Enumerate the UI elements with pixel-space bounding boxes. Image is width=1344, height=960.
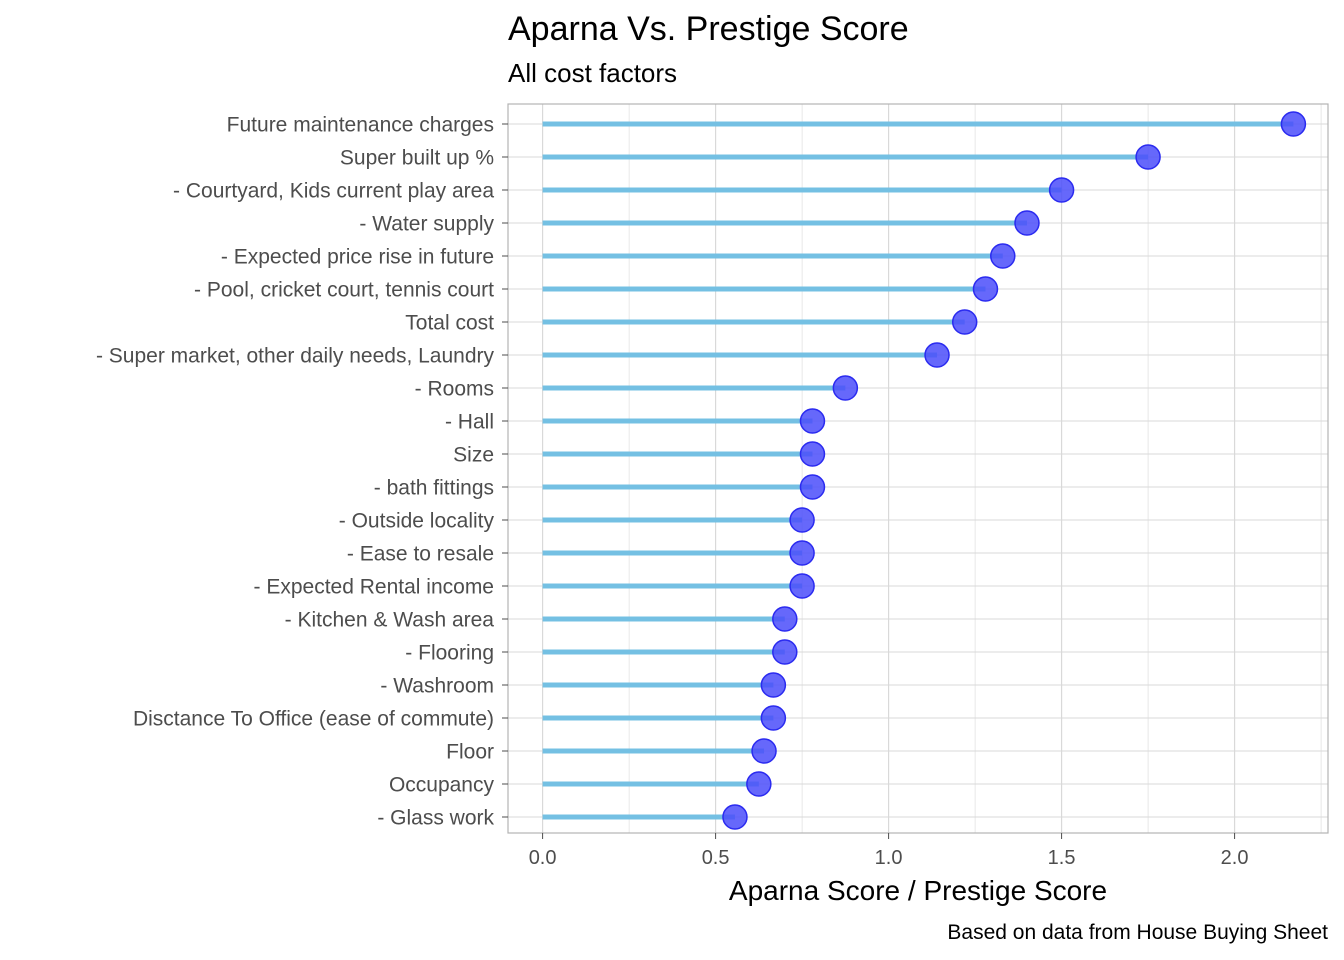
data-point bbox=[799, 408, 826, 434]
caption: Based on data from House Buying Sheet bbox=[947, 921, 1328, 944]
y-tick-label: - Expected Rental income bbox=[254, 576, 494, 599]
y-tick-label: Size bbox=[453, 444, 494, 467]
data-point bbox=[1014, 210, 1040, 236]
y-tick-label: - Hall bbox=[445, 411, 494, 434]
y-tick-label: Disctance To Office (ease of commute) bbox=[133, 708, 494, 731]
y-tick-label: - Flooring bbox=[405, 642, 494, 665]
y-tick-label: - bath fittings bbox=[374, 477, 494, 500]
x-axis: 0.0 0.5 1.0 1.5 2.0 bbox=[529, 833, 1249, 869]
data-point bbox=[951, 309, 978, 335]
stems bbox=[542, 121, 1294, 820]
data-point bbox=[760, 672, 787, 698]
y-tick-label: - Washroom bbox=[380, 675, 494, 698]
y-tick-label: Total cost bbox=[405, 312, 494, 335]
y-tick-label: Floor bbox=[446, 741, 494, 764]
panel-border bbox=[507, 103, 1329, 834]
data-point bbox=[789, 540, 815, 566]
data-point bbox=[1135, 144, 1161, 170]
y-tick-label: - Glass work bbox=[377, 807, 494, 830]
y-tick-label: - Courtyard, Kids current play area bbox=[173, 180, 494, 203]
x-tick-label: 0.0 bbox=[529, 847, 557, 869]
y-tick-label: - Water supply bbox=[359, 213, 494, 236]
y-tick-label: - Rooms bbox=[415, 378, 494, 401]
data-point bbox=[972, 276, 999, 302]
x-axis-label: Aparna Score / Prestige Score bbox=[729, 875, 1107, 906]
y-tick-label: - Pool, cricket court, tennis court bbox=[194, 279, 494, 302]
x-tick-label: 1.5 bbox=[1048, 847, 1076, 869]
y-tick-label: - Super market, other daily needs, Laund… bbox=[96, 345, 495, 368]
data-point bbox=[746, 771, 772, 797]
chart-title: Aparna Vs. Prestige Score bbox=[508, 10, 909, 48]
data-point bbox=[772, 639, 798, 665]
y-tick-label: - Outside locality bbox=[339, 510, 495, 533]
data-point bbox=[990, 243, 1016, 269]
y-tick-label: - Kitchen & Wash area bbox=[285, 609, 495, 632]
data-point bbox=[1280, 111, 1307, 137]
y-tick-label: Future maintenance charges bbox=[227, 114, 494, 137]
gridlines bbox=[508, 104, 1328, 833]
y-axis: Future maintenance charges Super built up… bbox=[96, 114, 508, 830]
y-tick-label: Occupancy bbox=[389, 774, 495, 797]
data-point bbox=[832, 375, 859, 401]
x-tick-label: 1.0 bbox=[875, 847, 903, 869]
data-point bbox=[799, 441, 826, 467]
data-point bbox=[789, 573, 815, 599]
y-tick-label: - Ease to resale bbox=[347, 543, 494, 566]
points bbox=[722, 111, 1307, 830]
data-point bbox=[799, 474, 826, 500]
y-tick-label: Super built up % bbox=[340, 147, 494, 170]
y-tick-label: - Expected price rise in future bbox=[221, 246, 494, 269]
data-point bbox=[772, 606, 798, 632]
data-point bbox=[722, 804, 748, 830]
x-tick-label: 2.0 bbox=[1221, 847, 1249, 869]
data-point bbox=[760, 705, 787, 731]
chart-subtitle: All cost factors bbox=[508, 58, 677, 88]
data-point bbox=[789, 507, 815, 533]
x-tick-label: 0.5 bbox=[702, 847, 730, 869]
data-point bbox=[924, 342, 950, 368]
data-point bbox=[1048, 177, 1075, 203]
data-point bbox=[751, 738, 777, 764]
